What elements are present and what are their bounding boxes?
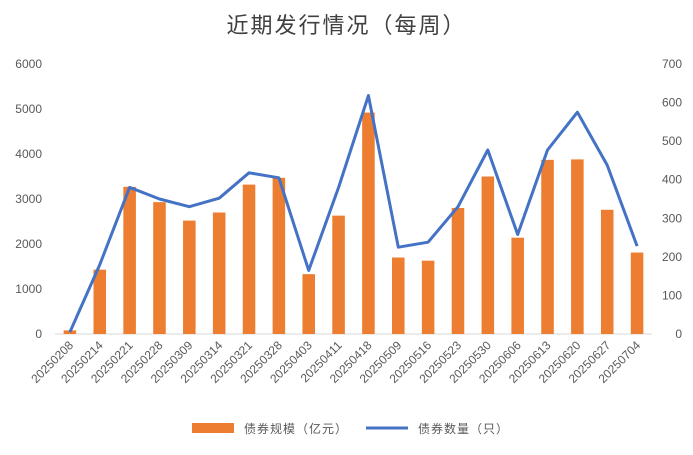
right-tick-label: 400 — [662, 173, 682, 187]
bar — [212, 212, 226, 334]
left-tick-label: 5000 — [15, 102, 42, 116]
bar — [332, 215, 345, 334]
bar — [302, 274, 315, 334]
left-tick-label: 6000 — [15, 57, 42, 71]
bar — [630, 252, 644, 334]
bar — [600, 209, 614, 334]
right-tick-label: 300 — [662, 211, 682, 225]
bar — [481, 176, 495, 334]
right-tick-label: 600 — [662, 96, 682, 110]
right-tick-label: 0 — [675, 327, 682, 341]
left-tick-label: 1000 — [15, 282, 42, 296]
bar — [541, 159, 554, 334]
bar — [362, 112, 375, 334]
bar — [272, 177, 286, 334]
legend-swatch-volume — [192, 423, 234, 433]
right-tick-label: 200 — [662, 250, 682, 264]
left-tick-label: 0 — [35, 327, 42, 341]
right-tick-label: 100 — [662, 288, 682, 302]
bar — [93, 269, 107, 334]
line-series-count — [68, 94, 639, 333]
bar — [392, 257, 405, 334]
series-line — [68, 94, 639, 333]
bar — [63, 330, 77, 334]
legend-label-count: 债券数量（只） — [418, 421, 509, 436]
bar — [242, 184, 256, 334]
left-axis-tick-labels: 0 1000 2000 3000 4000 5000 6000 — [15, 57, 42, 341]
bar — [571, 159, 584, 334]
legend-label-volume: 债券规模（亿元） — [244, 421, 348, 436]
right-tick-label: 500 — [662, 134, 682, 148]
left-tick-label: 2000 — [15, 237, 42, 251]
chart-title: 近期发行情况（每周） — [226, 14, 467, 39]
bar — [421, 260, 435, 334]
left-tick-label: 4000 — [15, 147, 42, 161]
right-axis-tick-labels: 0 100 200 300 400 500 600 700 — [662, 57, 682, 341]
x-axis-tick-labels: 2025020820250214202502212025022820250309… — [28, 338, 643, 386]
bar — [451, 208, 465, 334]
bar — [511, 237, 524, 334]
bar — [123, 186, 136, 334]
bar — [153, 202, 166, 334]
left-tick-label: 3000 — [15, 192, 42, 206]
bar-series-volume — [63, 112, 644, 334]
legend: 债券规模（亿元） 债券数量（只） — [192, 421, 509, 436]
right-tick-label: 700 — [662, 57, 682, 71]
bar — [183, 220, 196, 334]
